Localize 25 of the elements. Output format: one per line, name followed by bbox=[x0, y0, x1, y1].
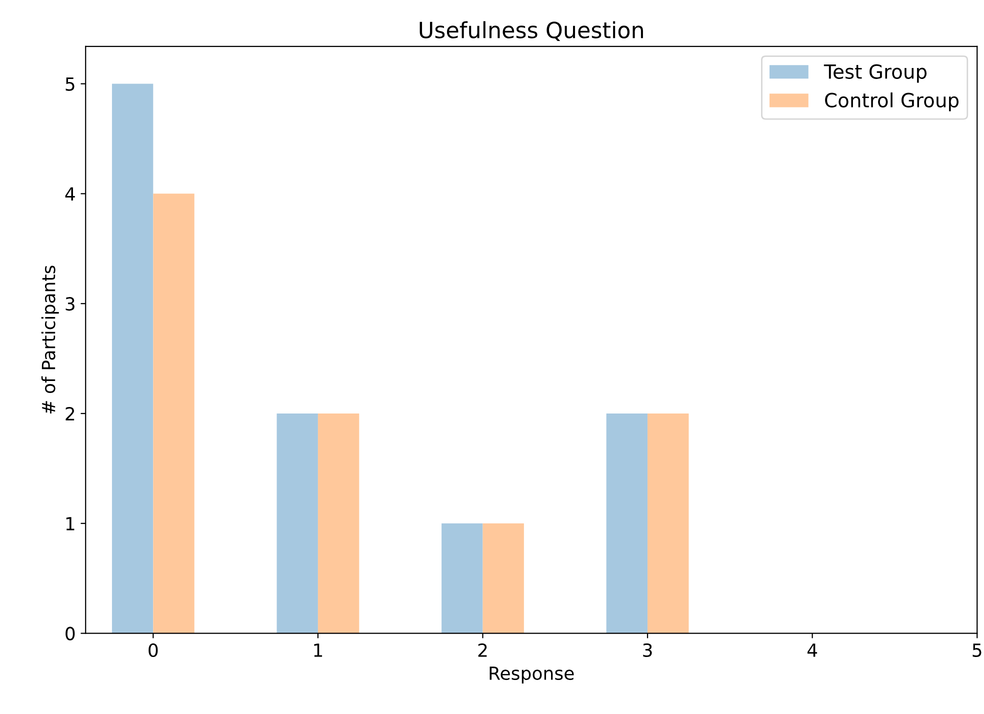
x-tick-label: 3 bbox=[643, 643, 652, 658]
bar bbox=[648, 414, 689, 634]
legend-label: Test Group bbox=[824, 64, 927, 83]
x-tick-label: 2 bbox=[478, 643, 487, 657]
x-tick-label: 4 bbox=[807, 644, 818, 657]
y-axis-title: # of Participants bbox=[41, 266, 59, 414]
bar bbox=[606, 414, 648, 634]
x-tick-label: 5 bbox=[972, 644, 982, 658]
bar bbox=[153, 194, 194, 634]
bar bbox=[112, 84, 154, 634]
y-tick-label: 0 bbox=[66, 626, 75, 640]
bar bbox=[442, 523, 483, 634]
y-tick-label: 5 bbox=[66, 77, 74, 91]
x-tick-label: 0 bbox=[148, 643, 158, 658]
bar bbox=[276, 414, 318, 634]
y-tick-label: 4 bbox=[65, 187, 75, 201]
y-tick-label: 3 bbox=[66, 297, 74, 311]
y-tick-label: 1 bbox=[66, 517, 74, 530]
y-tick-label: 2 bbox=[66, 406, 74, 420]
legend-label: Control Group bbox=[825, 92, 959, 112]
x-axis-title: Response bbox=[490, 666, 574, 684]
x-tick-label: 1 bbox=[314, 644, 322, 657]
chart-title: Usefulness Question bbox=[420, 21, 643, 41]
bar bbox=[482, 523, 524, 634]
bar bbox=[318, 414, 360, 634]
